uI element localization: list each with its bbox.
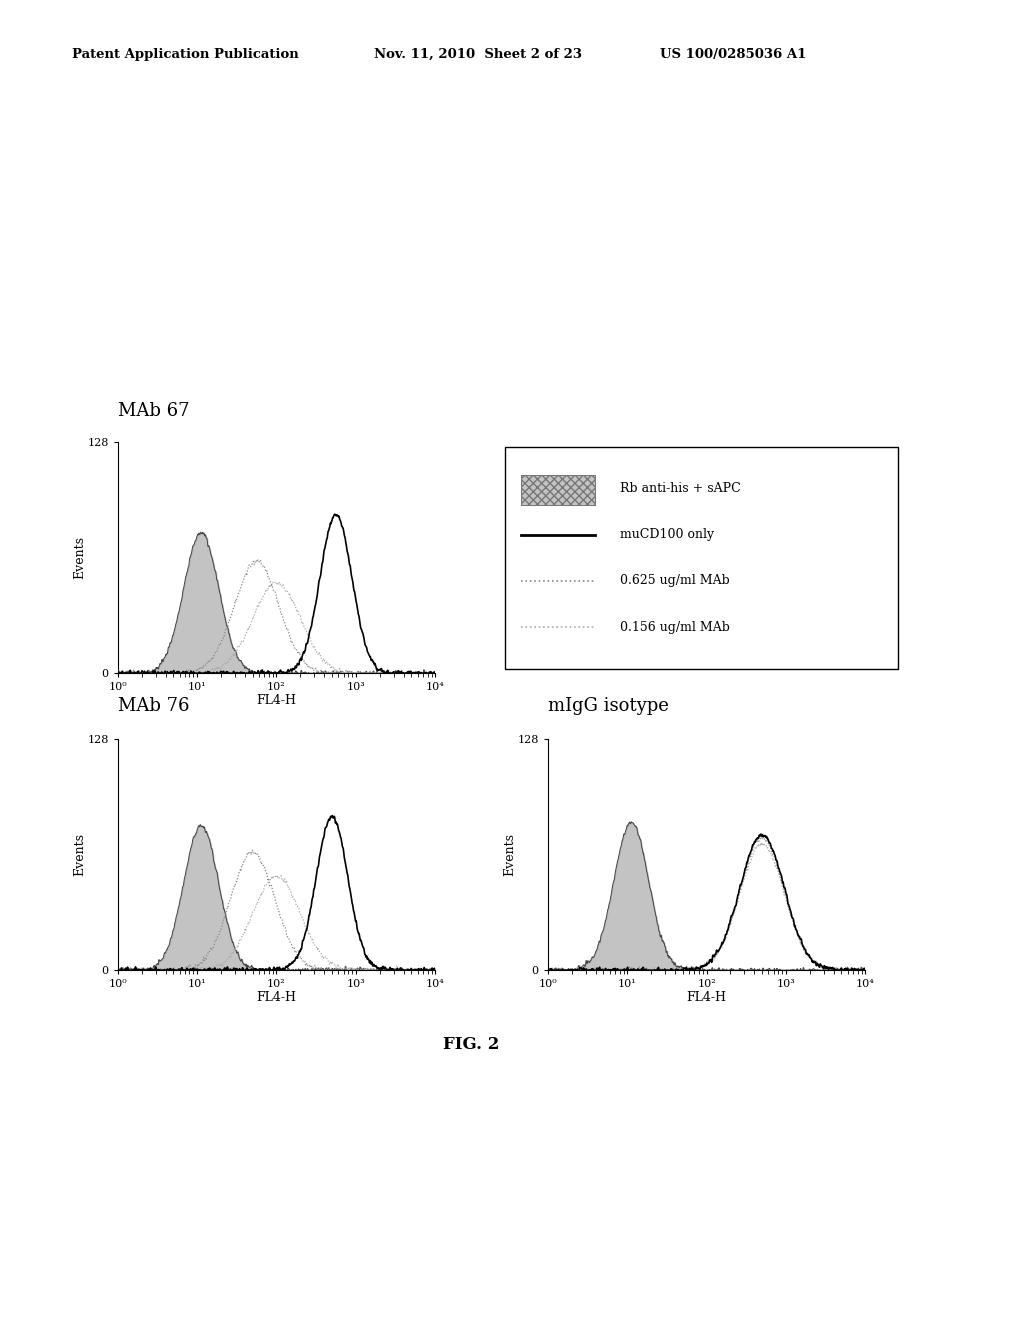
Text: MAb 76: MAb 76 <box>118 697 189 715</box>
Text: 0.625 ug/ml MAb: 0.625 ug/ml MAb <box>620 574 729 587</box>
Text: mIgG isotype: mIgG isotype <box>548 697 669 715</box>
Text: Nov. 11, 2010  Sheet 2 of 23: Nov. 11, 2010 Sheet 2 of 23 <box>374 48 582 61</box>
Text: Rb anti-his + sAPC: Rb anti-his + sAPC <box>620 482 740 495</box>
Text: US 100/0285036 A1: US 100/0285036 A1 <box>660 48 807 61</box>
Bar <box>521 474 595 504</box>
X-axis label: FL4-H: FL4-H <box>256 990 297 1003</box>
Text: 0.156 ug/ml MAb: 0.156 ug/ml MAb <box>620 620 729 634</box>
Text: MAb 67: MAb 67 <box>118 401 189 420</box>
Y-axis label: Events: Events <box>73 536 86 579</box>
Text: FIG. 2: FIG. 2 <box>442 1036 500 1053</box>
Text: Patent Application Publication: Patent Application Publication <box>72 48 298 61</box>
Y-axis label: Events: Events <box>73 833 86 876</box>
X-axis label: FL4-H: FL4-H <box>256 693 297 706</box>
Y-axis label: Events: Events <box>503 833 516 876</box>
X-axis label: FL4-H: FL4-H <box>686 990 727 1003</box>
Bar <box>521 474 595 504</box>
Text: muCD100 only: muCD100 only <box>620 528 714 541</box>
